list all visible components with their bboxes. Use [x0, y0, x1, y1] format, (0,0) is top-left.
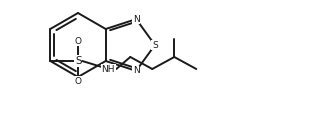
Text: N: N: [133, 66, 140, 75]
Text: NH: NH: [101, 64, 115, 73]
Text: S: S: [75, 56, 82, 66]
Text: S: S: [152, 41, 158, 50]
Text: N: N: [133, 15, 140, 24]
Text: O: O: [75, 76, 82, 86]
Text: O: O: [75, 36, 82, 46]
